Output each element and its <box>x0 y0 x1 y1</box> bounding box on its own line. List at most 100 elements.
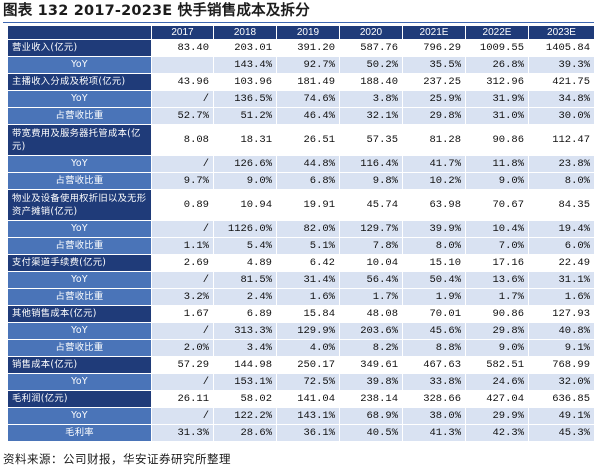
value-cell: 9.1% <box>528 339 595 357</box>
value-cell: 50.2% <box>339 56 403 74</box>
value-cell: 1.9% <box>402 288 466 306</box>
value-cell: 83.40 <box>151 39 214 57</box>
value-cell: 57.35 <box>339 124 403 156</box>
value-cell: 19.91 <box>276 189 340 221</box>
value-cell: 15.84 <box>276 305 340 323</box>
value-cell: 58.02 <box>213 390 277 408</box>
value-cell: 26.51 <box>276 124 340 156</box>
value-cell: 3.4% <box>213 339 277 357</box>
value-cell: 45.3% <box>528 424 595 442</box>
value-cell: 45.6% <box>402 322 466 340</box>
row-label: 其他销售成本(亿元) <box>7 305 152 323</box>
table-row: YoY/122.2% 143.1% 68.9% 38.0% 29.9% 49.1% <box>7 407 595 425</box>
value-cell: 8.08 <box>151 124 214 156</box>
value-cell: 129.9% <box>276 322 340 340</box>
value-cell: 39.9% <box>402 220 466 238</box>
value-cell: 22.49 <box>528 254 595 272</box>
table-row: YoY/126.6% 44.8% 116.4% 41.7% 11.8% 23.8% <box>7 155 595 173</box>
row-label: YoY <box>7 220 152 238</box>
value-cell: 391.20 <box>276 39 340 57</box>
value-cell: 144.98 <box>213 356 277 374</box>
value-cell: 7.8% <box>339 237 403 255</box>
value-cell: 90.86 <box>465 305 529 323</box>
value-cell: 768.99 <box>528 356 595 374</box>
value-cell: 32.0% <box>528 373 595 391</box>
table-row: 主播收入分成及税项(亿元) 43.96 103.96 181.49 188.40 237.… <box>7 73 595 91</box>
header-cell: 2017 <box>151 25 214 40</box>
table-row: YoY/1126.0% 82.0% 129.7% 39.9% 10.4% 19.4% <box>7 220 595 238</box>
financial-table: 2017 2018 2019 2020 2021E 2022E 2023E 营业… <box>7 25 595 442</box>
value-cell: 8.8% <box>402 339 466 357</box>
value-cell: 328.66 <box>402 390 466 408</box>
value-cell: 10.94 <box>213 189 277 221</box>
row-label: 销售成本(亿元) <box>7 356 152 374</box>
value-cell: 238.14 <box>339 390 403 408</box>
table-row: 带宽费用及服务器托管成本(亿元) 8.08 18.31 26.51 57.35 81.28… <box>7 124 595 156</box>
row-label: 占营收比重 <box>7 288 152 306</box>
value-cell: 4.0% <box>276 339 340 357</box>
row-label: YoY <box>7 373 152 391</box>
value-cell: 8.0% <box>402 237 466 255</box>
value-cell: 48.08 <box>339 305 403 323</box>
value-cell: 6.8% <box>276 172 340 190</box>
value-cell: / <box>151 220 214 238</box>
value-cell: 18.31 <box>213 124 277 156</box>
value-cell: 116.4% <box>339 155 403 173</box>
value-cell: 40.8% <box>528 322 595 340</box>
value-cell: 6.0% <box>528 237 595 255</box>
value-cell: 796.29 <box>402 39 466 57</box>
row-label: 占营收比重 <box>7 339 152 357</box>
value-cell: 587.76 <box>339 39 403 57</box>
row-label: 毛利润(亿元) <box>7 390 152 408</box>
value-cell: 153.1% <box>213 373 277 391</box>
value-cell: 82.0% <box>276 220 340 238</box>
value-cell: 10.2% <box>402 172 466 190</box>
row-label: YoY <box>7 271 152 289</box>
value-cell: 250.17 <box>276 356 340 374</box>
value-cell: 313.3% <box>213 322 277 340</box>
value-cell: 5.1% <box>276 237 340 255</box>
value-cell: 63.98 <box>402 189 466 221</box>
value-cell: 56.4% <box>339 271 403 289</box>
value-cell: 2.0% <box>151 339 214 357</box>
value-cell: 41.7% <box>402 155 466 173</box>
table-row: 占营收比重 3.2% 2.4% 1.6% 1.7% 1.9% 1.7% 1.6% <box>7 288 595 306</box>
header-cell: 2022E <box>465 25 529 40</box>
value-cell: 40.5% <box>339 424 403 442</box>
value-cell: 57.29 <box>151 356 214 374</box>
table-row: 占营收比重 52.7% 51.2% 46.4% 32.1% 29.8% 31.0% 30.0% <box>7 107 595 125</box>
value-cell: 30.0% <box>528 107 595 125</box>
value-cell: 181.49 <box>276 73 340 91</box>
value-cell: 44.8% <box>276 155 340 173</box>
table-row: 占营收比重 2.0% 3.4% 4.0% 8.2% 8.8% 9.0% 9.1% <box>7 339 595 357</box>
row-label: 主播收入分成及税项(亿元) <box>7 73 152 91</box>
value-cell: 13.6% <box>465 271 529 289</box>
value-cell: 39.8% <box>339 373 403 391</box>
value-cell: 0.89 <box>151 189 214 221</box>
value-cell: 34.8% <box>528 90 595 108</box>
table-row: YoY/313.3% 129.9% 203.6% 45.6% 29.8% 40.8% <box>7 322 595 340</box>
value-cell: 349.61 <box>339 356 403 374</box>
header-cell: 2021E <box>402 25 466 40</box>
header-cell: 2019 <box>276 25 340 40</box>
value-cell: 50.4% <box>402 271 466 289</box>
value-cell: 74.6% <box>276 90 340 108</box>
value-cell: / <box>151 407 214 425</box>
table-row: 其他销售成本(亿元) 1.67 6.89 15.84 48.08 70.01 90.86 12… <box>7 305 595 323</box>
value-cell: 29.8% <box>465 322 529 340</box>
value-cell: 1405.84 <box>528 39 595 57</box>
value-cell: 9.0% <box>465 172 529 190</box>
table-row: YoY/81.5% 31.4% 56.4% 50.4% 13.6% 31.1% <box>7 271 595 289</box>
value-cell: 126.6% <box>213 155 277 173</box>
value-cell: 36.1% <box>276 424 340 442</box>
value-cell: 143.1% <box>276 407 340 425</box>
row-label: 营业收入(亿元) <box>7 39 152 57</box>
value-cell: 136.5% <box>213 90 277 108</box>
value-cell: 636.85 <box>528 390 595 408</box>
header-cell: 2023E <box>528 25 595 40</box>
value-cell: 29.9% <box>465 407 529 425</box>
value-cell: / <box>151 322 214 340</box>
row-label: 占营收比重 <box>7 172 152 190</box>
value-cell: 467.63 <box>402 356 466 374</box>
